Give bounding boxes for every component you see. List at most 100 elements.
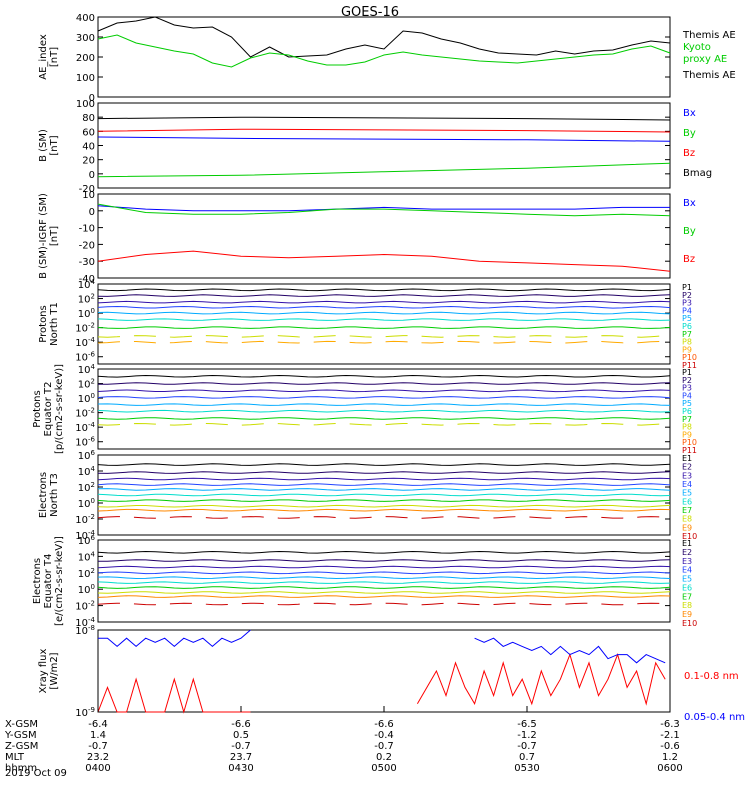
- legend-label: P8: [682, 338, 692, 347]
- legend-label: P1: [682, 368, 692, 377]
- legend-label: By: [683, 226, 696, 237]
- ephemeris-value: 0400: [85, 763, 110, 774]
- series-line: [97, 516, 671, 519]
- series-line: [97, 136, 671, 142]
- ephemeris-value: 0530: [514, 763, 539, 774]
- legend-label: E2: [682, 548, 692, 557]
- legend-label: Bmag: [683, 168, 712, 179]
- series-line: [97, 508, 671, 512]
- legend-label: P8: [682, 423, 692, 432]
- series-line: [97, 504, 671, 508]
- legend-label: 0.1-0.8 nm: [684, 671, 739, 682]
- legend-label: E10: [682, 532, 697, 541]
- y-tick-label: 102: [78, 567, 95, 580]
- ephemeris-value: 0.2: [376, 752, 392, 763]
- series-line: [416, 653, 666, 706]
- y-tick-label: 104: [78, 278, 96, 291]
- y-tick-label: 10-4: [75, 421, 95, 434]
- legend-label: P11: [682, 446, 697, 455]
- legend-label: P7: [682, 415, 692, 424]
- y-tick-label: 100: [78, 583, 95, 596]
- series-line: [97, 300, 671, 304]
- ephemeris-value: 0500: [371, 763, 396, 774]
- ephemeris-value: 1.4: [90, 730, 106, 741]
- legend-label: 0.05-0.4 nm: [684, 712, 745, 723]
- series-line: [97, 595, 671, 598]
- series-line: [97, 493, 671, 497]
- legend-label: E4: [682, 480, 692, 489]
- y-axis-label: ProtonsNorth T1: [38, 302, 60, 346]
- legend-label: E1: [682, 539, 692, 548]
- legend-label: Themis AE: [682, 30, 736, 41]
- series-line: [97, 389, 671, 393]
- legend-label: E7: [682, 506, 692, 515]
- series-line: [474, 637, 666, 664]
- ephemeris-row-label: Z-GSM: [5, 741, 38, 752]
- ephemeris-value: 23.7: [230, 752, 252, 763]
- y-tick-label: 104: [78, 363, 96, 376]
- y-tick-label: 10-8: [75, 624, 95, 637]
- series-line: [97, 483, 671, 486]
- y-tick-label: -10: [79, 224, 95, 235]
- y-tick-label: 104: [78, 465, 96, 478]
- series-line: [97, 326, 671, 329]
- ephemeris-value: -0.7: [88, 741, 108, 752]
- series-line: [98, 629, 251, 648]
- y-tick-label: 200: [76, 53, 95, 64]
- ephemeris-value: -6.3: [660, 719, 680, 730]
- legend-label: E3: [682, 557, 692, 566]
- y-tick-label: 10-2: [75, 322, 95, 335]
- ephemeris-value: -6.5: [517, 719, 537, 730]
- y-axis-label: AE_index[nT]: [38, 34, 60, 80]
- series-line: [97, 417, 671, 420]
- series-line: [97, 559, 671, 562]
- series-line: [97, 677, 251, 714]
- ephemeris-value: 0.5: [233, 730, 249, 741]
- y-tick-label: 100: [78, 392, 95, 405]
- legend-label: E7: [682, 592, 692, 601]
- legend-label: P4: [682, 306, 692, 315]
- legend-label: Themis AE: [682, 70, 736, 81]
- series-line: [97, 116, 671, 121]
- legend-label: E4: [682, 566, 692, 575]
- legend-label: E2: [682, 463, 692, 472]
- series-line: [97, 396, 671, 399]
- ephemeris-value: 1.2: [662, 752, 678, 763]
- ephemeris-value: -6.4: [88, 719, 108, 730]
- series-line: [97, 550, 671, 554]
- panel-frame: [97, 539, 671, 623]
- y-tick-label: 300: [76, 33, 95, 44]
- legend-label: E1: [682, 454, 692, 463]
- legend-label: Bz: [683, 148, 695, 159]
- y-tick-label: 0: [89, 207, 95, 218]
- series-line: [97, 250, 671, 272]
- series-line: [97, 16, 671, 58]
- y-axis-label: ElectronsNorth T3: [38, 472, 60, 518]
- ephemeris-value: 0600: [657, 763, 682, 774]
- y-tick-label: 100: [76, 99, 95, 110]
- legend-label: E9: [682, 610, 692, 619]
- legend-label: P3: [682, 299, 692, 308]
- y-tick-label: -20: [79, 240, 95, 251]
- legend-label: P5: [682, 399, 692, 408]
- y-tick-label: 104: [78, 550, 96, 563]
- legend-label: P1: [682, 283, 692, 292]
- legend-label: By: [683, 128, 696, 139]
- legend-label: E5: [682, 489, 692, 498]
- series-line: [97, 128, 671, 133]
- panel-frame: [97, 102, 671, 189]
- legend-label: P7: [682, 330, 692, 339]
- series-line: [97, 335, 671, 338]
- y-tick-label: 0: [89, 93, 95, 104]
- ephemeris-value: -0.6: [660, 741, 680, 752]
- legend-label: P9: [682, 430, 692, 439]
- series-line: [97, 565, 671, 569]
- series-line: [97, 422, 671, 426]
- y-tick-label: 40: [82, 142, 95, 153]
- series-line: [97, 463, 671, 466]
